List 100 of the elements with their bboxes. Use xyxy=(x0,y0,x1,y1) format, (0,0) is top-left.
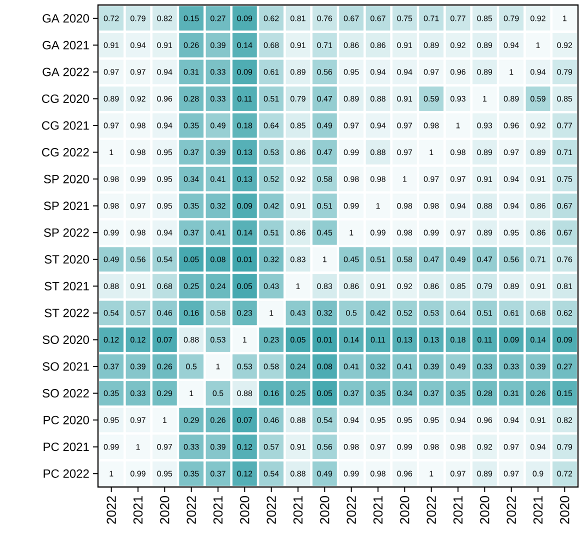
data-label: 0.97 xyxy=(450,230,466,236)
data-label: 0.95 xyxy=(424,417,439,423)
data-label: 0.56 xyxy=(130,256,146,262)
data-label: 0.41 xyxy=(210,176,226,182)
data-label: 0.95 xyxy=(397,417,412,423)
data-label: 0.32 xyxy=(264,256,279,262)
data-label: 1 xyxy=(430,470,434,476)
data-label: 0.05 xyxy=(184,256,199,262)
data-label: 0.91 xyxy=(397,96,412,102)
data-label: 0.05 xyxy=(290,336,306,343)
data-label: 0.59 xyxy=(530,96,546,102)
data-label: 0.86 xyxy=(424,283,439,290)
data-label: 0.95 xyxy=(504,230,519,236)
data-label: 0.72 xyxy=(557,470,572,476)
data-label: 0.62 xyxy=(264,16,279,22)
data-label: 0.94 xyxy=(157,230,172,236)
data-label: 0.89 xyxy=(477,149,492,156)
data-label: 0.85 xyxy=(557,96,572,102)
data-label: 1 xyxy=(270,310,274,316)
data-label: 0.91 xyxy=(370,283,386,290)
y-tick-label: SP 2022 xyxy=(44,228,89,237)
data-label: 0.81 xyxy=(290,16,306,22)
data-label: 0.58 xyxy=(264,364,279,370)
data-label: 0.47 xyxy=(424,256,439,262)
data-label: 0.92 xyxy=(450,42,466,48)
data-label: 0.91 xyxy=(104,42,119,48)
data-label: 0.25 xyxy=(184,283,199,290)
data-label: 0.54 xyxy=(264,470,279,476)
data-label: 0.98 xyxy=(370,470,386,476)
data-label: 0.96 xyxy=(157,96,172,102)
data-label: 0.58 xyxy=(317,176,332,182)
data-label: 0.39 xyxy=(210,149,226,156)
data-label: 0.33 xyxy=(477,364,492,370)
data-label: 1 xyxy=(536,42,540,48)
data-label: 0.94 xyxy=(397,69,412,75)
data-label: 1 xyxy=(110,150,114,156)
data-label: 0.33 xyxy=(504,364,519,370)
x-tick-label: 2020 xyxy=(320,496,330,524)
data-label: 0.99 xyxy=(344,149,359,156)
data-label: 0.97 xyxy=(504,444,519,450)
data-label: 0.26 xyxy=(157,364,172,370)
data-label: 0.58 xyxy=(210,310,226,316)
y-tick-label: ST 2020 xyxy=(44,255,89,264)
data-label: 0.58 xyxy=(397,256,412,262)
data-label: 0.35 xyxy=(184,122,199,128)
data-label: 0.91 xyxy=(290,203,306,209)
data-label: 0.94 xyxy=(530,69,546,75)
data-label: 0.95 xyxy=(104,417,119,423)
data-label: 0.51 xyxy=(477,310,492,316)
data-label: 0.01 xyxy=(317,336,332,343)
data-label: 0.82 xyxy=(557,417,572,423)
data-label: 0.94 xyxy=(450,203,466,209)
data-label: 0.53 xyxy=(264,149,279,156)
data-label: 0.97 xyxy=(344,122,359,128)
data-label: 0.94 xyxy=(157,69,172,75)
x-tick-label: 2021 xyxy=(453,496,463,524)
data-label: 0.99 xyxy=(104,230,119,236)
data-label: 0.27 xyxy=(210,16,226,22)
x-tick-label: 2022 xyxy=(426,496,436,524)
data-label: 0.53 xyxy=(237,364,252,370)
data-label: 0.13 xyxy=(237,176,252,182)
data-label: 0.59 xyxy=(424,96,439,102)
data-label: 1 xyxy=(483,96,487,102)
data-label: 1 xyxy=(136,444,140,450)
data-label: 0.94 xyxy=(450,417,466,423)
data-label: 0.11 xyxy=(477,336,492,343)
data-label: 0.27 xyxy=(557,364,572,370)
y-tick-label: GA 2022 xyxy=(42,68,89,76)
data-label: 0.93 xyxy=(450,96,466,102)
data-label: 0.37 xyxy=(184,149,199,156)
data-label: 1 xyxy=(350,230,354,236)
data-label: 0.62 xyxy=(557,310,572,316)
data-label: 1 xyxy=(563,16,567,22)
data-label: 0.88 xyxy=(184,336,199,343)
data-label: 0.86 xyxy=(530,203,546,209)
data-label: 0.07 xyxy=(237,417,252,423)
data-label: 0.99 xyxy=(370,230,386,236)
data-label: 0.99 xyxy=(130,176,146,182)
data-label: 0.98 xyxy=(130,122,146,128)
data-label: 0.98 xyxy=(104,176,119,182)
data-label: 0.96 xyxy=(450,69,466,75)
data-label: 0.31 xyxy=(504,390,519,396)
data-label: 0.11 xyxy=(237,96,252,102)
data-label: 0.91 xyxy=(530,417,546,423)
data-label: 0.89 xyxy=(477,230,492,236)
data-label: 0.56 xyxy=(504,256,519,262)
data-label: 1 xyxy=(456,122,460,128)
data-label: 0.41 xyxy=(397,364,412,370)
data-label: 1 xyxy=(376,203,380,209)
data-label: 1 xyxy=(296,283,300,289)
data-label: 0.86 xyxy=(290,149,306,156)
data-label: 0.64 xyxy=(450,310,466,316)
data-label: 0.37 xyxy=(344,390,359,396)
data-label: 0.92 xyxy=(530,122,546,128)
data-label: 0.97 xyxy=(130,417,146,423)
data-label: 0.97 xyxy=(157,444,172,450)
data-label: 0.67 xyxy=(344,16,359,22)
data-label: 0.42 xyxy=(370,310,386,316)
y-tick-label: PC 2021 xyxy=(44,442,89,452)
data-label: 0.15 xyxy=(557,390,572,396)
